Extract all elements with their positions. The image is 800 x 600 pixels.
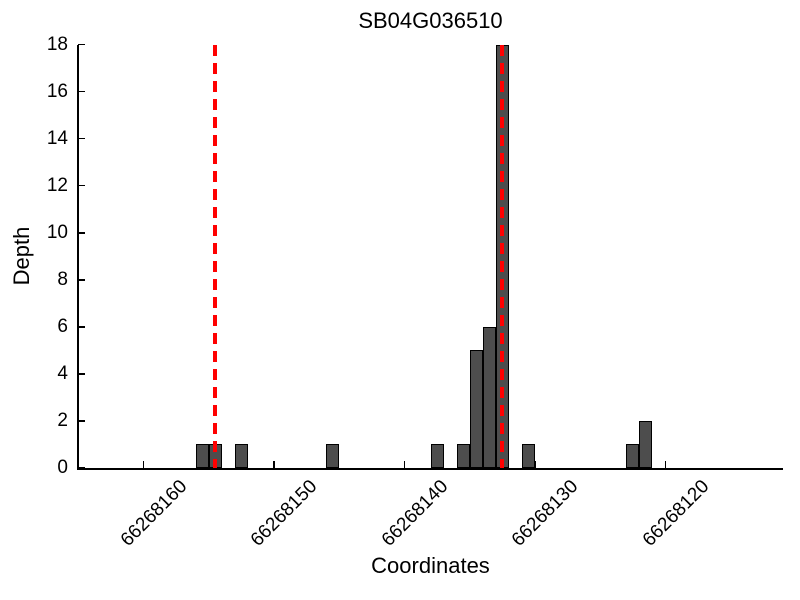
depth-bar [639, 420, 653, 468]
y-tick-label: 14 [46, 127, 68, 149]
reference-vline [500, 44, 505, 468]
y-tick-label: 0 [57, 457, 68, 478]
x-tick [664, 461, 667, 468]
y-tick-label: 12 [46, 174, 68, 196]
x-tick [534, 461, 536, 468]
y-tick [78, 279, 85, 281]
plot-area [78, 44, 783, 468]
x-tick-label: 66268120 [638, 476, 714, 551]
y-tick [78, 232, 85, 234]
y-tick-label: 16 [46, 80, 68, 102]
x-axis-label: Coordinates [371, 553, 490, 578]
x-axis-spine [76, 468, 783, 470]
y-tick-label: 4 [57, 362, 68, 384]
depth-bar [482, 326, 496, 468]
y-tick-label: 8 [57, 268, 68, 290]
x-tick [403, 461, 406, 468]
x-tick-label: 66268140 [377, 476, 453, 551]
y-axis-spine [76, 44, 79, 470]
depth-bar [326, 444, 340, 468]
depth-bar [430, 444, 444, 468]
x-tick-label: 66268160 [116, 476, 192, 551]
y-tick [78, 184, 85, 187]
x-tick-label: 66268130 [508, 476, 583, 551]
y-tick-label: 18 [46, 33, 68, 55]
depth-bar [469, 350, 483, 468]
y-tick [78, 90, 85, 93]
x-tick [273, 461, 275, 468]
depth-bar [195, 444, 209, 468]
y-tick [78, 467, 85, 469]
depth-bar [521, 444, 535, 468]
depth-bar [626, 444, 640, 468]
y-tick [78, 373, 85, 375]
depth-bar [456, 444, 470, 468]
y-tick [78, 326, 85, 328]
y-tick [78, 420, 85, 422]
chart-title: SB04G036510 [358, 8, 503, 33]
x-tick-label: 66268150 [247, 476, 322, 551]
reference-vline [213, 44, 218, 468]
y-tick-label: 10 [46, 221, 68, 243]
y-tick-label: 6 [57, 315, 68, 337]
x-tick [142, 461, 145, 468]
y-tick [78, 43, 85, 46]
y-tick-label: 2 [57, 409, 68, 431]
depth-bar [234, 444, 248, 468]
y-tick [78, 137, 85, 140]
